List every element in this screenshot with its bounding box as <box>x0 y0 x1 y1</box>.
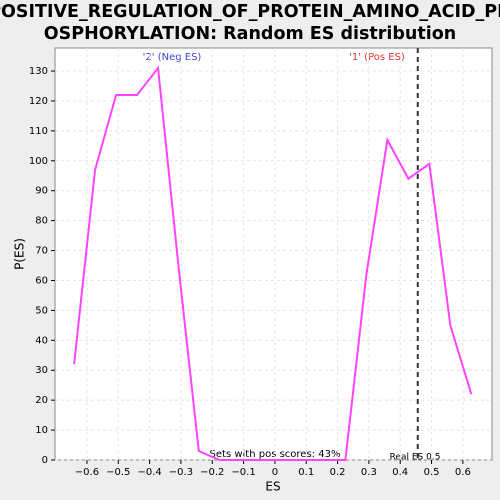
neg-label: '2' (Neg ES) <box>143 52 202 63</box>
y-tick-label: 0 <box>42 455 48 466</box>
plot-area <box>54 47 493 461</box>
x-tick-label: 0 <box>272 467 278 478</box>
y-tick-label: 70 <box>35 246 48 257</box>
y-tick-label: 90 <box>35 186 48 197</box>
y-tick-label: 130 <box>29 66 48 77</box>
real-es-label: Real ES 0.5 <box>390 453 441 463</box>
es-line <box>73 65 473 461</box>
y-tick-label: 20 <box>35 395 48 406</box>
x-tick-label: 0.4 <box>392 467 408 478</box>
pos-scores-note: Sets with pos scores: 43% <box>210 449 341 460</box>
y-tick-label: 100 <box>29 156 48 167</box>
x-tick-label: −0.1 <box>231 467 255 478</box>
y-tick-label: 10 <box>35 425 48 436</box>
x-tick-label: 0.2 <box>330 467 346 478</box>
y-tick-label: 120 <box>29 96 48 107</box>
y-tick-label: 80 <box>35 216 48 227</box>
y-tick-label: 40 <box>35 335 48 346</box>
pos-label: '1' (Pos ES) <box>349 52 405 63</box>
x-tick-label: −0.6 <box>75 467 99 478</box>
x-tick-label: 0.6 <box>455 467 471 478</box>
y-tick-label: 60 <box>35 275 48 286</box>
x-tick-label: 0.3 <box>361 467 377 478</box>
y-axis-label: P(ES) <box>13 238 27 270</box>
chart-title: POSITIVE_REGULATION_OF_PROTEIN_AMINO_ACI… <box>0 2 500 22</box>
x-tick-label: −0.2 <box>200 467 224 478</box>
y-tick-label: 50 <box>35 305 48 316</box>
x-tick-label: −0.3 <box>169 467 193 478</box>
x-tick-label: 0.5 <box>424 467 440 478</box>
x-tick-label: 0.1 <box>298 467 314 478</box>
x-tick-label: −0.4 <box>137 467 161 478</box>
y-tick-label: 30 <box>35 365 48 376</box>
x-tick-label: −0.5 <box>106 467 130 478</box>
y-tick-label: 110 <box>29 126 48 137</box>
x-axis-label: ES <box>265 480 280 494</box>
chart-title: OSPHORYLATION: Random ES distribution <box>44 24 456 44</box>
